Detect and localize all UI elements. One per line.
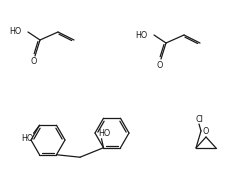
Text: Cl: Cl [195, 115, 203, 124]
Text: O: O [202, 126, 208, 135]
Text: HO: HO [98, 129, 110, 138]
Text: HO: HO [10, 27, 22, 36]
Text: O: O [156, 60, 162, 69]
Text: HO: HO [21, 134, 34, 143]
Text: HO: HO [135, 30, 147, 40]
Text: O: O [31, 58, 37, 67]
